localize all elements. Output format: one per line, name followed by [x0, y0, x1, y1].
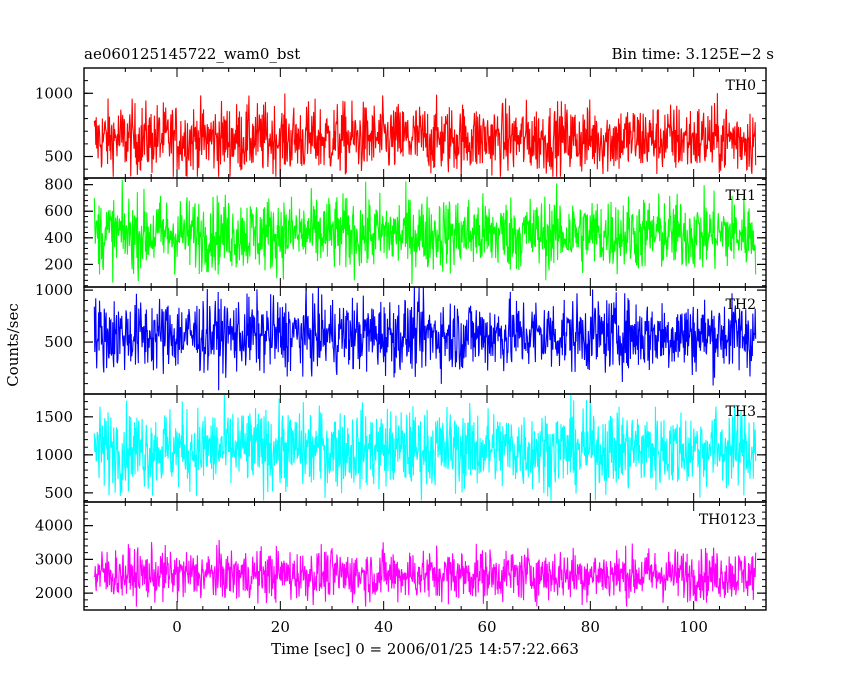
panel-frame: [83, 501, 767, 611]
y-tick-label: 500: [44, 333, 73, 351]
y-tick-label: 2000: [35, 584, 73, 602]
x-tick-label: 100: [679, 618, 708, 636]
y-tick-label: 500: [44, 148, 73, 166]
x-tick-label: 80: [581, 618, 600, 636]
panel-label-th2: TH2: [726, 297, 756, 313]
series-line-th3: [93, 394, 757, 501]
y-tick-label: 3000: [35, 550, 73, 568]
y-tick-label: 600: [44, 202, 73, 220]
series-line-th2: [93, 286, 757, 391]
y-tick-label: 1500: [35, 408, 73, 426]
x-tick-label: 40: [374, 618, 393, 636]
panel-label-th0: TH0: [726, 78, 756, 94]
x-axis-label: Time [sec] 0 = 2006/01/25 14:57:22.663: [271, 640, 579, 658]
panel-th3: 500 1000 1500 TH3: [35, 393, 767, 503]
series-line-th0: [93, 93, 757, 177]
panel-th1: 200 400 600 800 TH1: [44, 176, 767, 288]
series-line-th0123: [93, 540, 757, 607]
y-tick-label: 200: [44, 255, 73, 273]
y-tick-label: 1000: [35, 281, 73, 299]
y-axis-label: Counts/sec: [4, 303, 22, 387]
x-tick-label: 60: [477, 618, 496, 636]
chart-title: ae060125145722_wam0_bst: [84, 45, 300, 63]
y-tick-label: 500: [44, 484, 73, 502]
chart-subtitle: Bin time: 3.125E−2 s: [612, 45, 774, 63]
x-tick-label: 0: [172, 618, 182, 636]
y-tick-label: 4000: [35, 517, 73, 535]
panel-th2: 500 1000 TH2: [35, 281, 767, 395]
panel-label-th1: TH1: [726, 188, 756, 204]
y-tick-label: 1000: [35, 446, 73, 464]
y-tick-label: 400: [44, 229, 73, 247]
y-tick-label: 1000: [35, 84, 73, 102]
series-line-th1: [93, 179, 757, 284]
x-tick-label: 20: [271, 618, 290, 636]
y-tick-label: 800: [44, 176, 73, 194]
panel-th0123: 2000 3000 4000 TH0123: [35, 501, 767, 611]
panel-label-th0123: TH0123: [699, 512, 756, 528]
panel-th0: 500 1000 TH0: [35, 67, 767, 179]
panel-label-th3: TH3: [726, 404, 756, 420]
